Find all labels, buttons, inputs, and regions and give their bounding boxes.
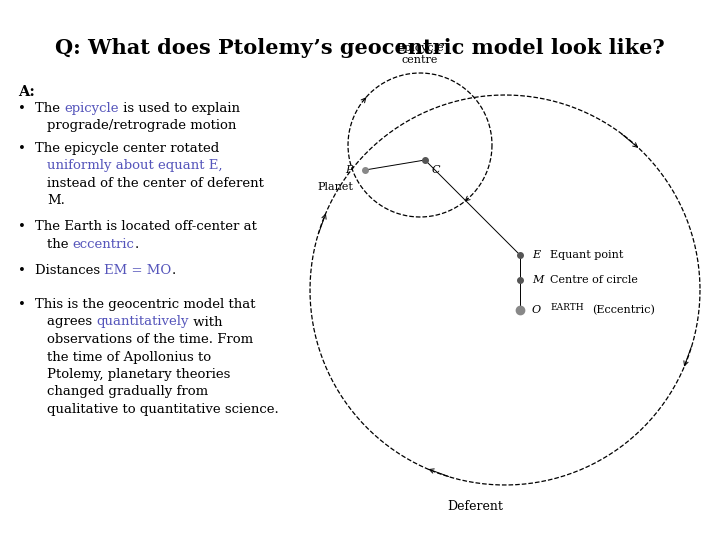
Text: E: E <box>532 250 540 260</box>
Text: Equant point: Equant point <box>550 250 624 260</box>
Text: uniformly about equant E,: uniformly about equant E, <box>47 159 222 172</box>
Text: Planet: Planet <box>317 182 353 192</box>
Text: •: • <box>18 298 26 311</box>
Text: Deferent: Deferent <box>447 500 503 513</box>
Text: A:: A: <box>18 85 35 99</box>
Text: agrees: agrees <box>47 315 96 328</box>
Text: •: • <box>18 142 26 155</box>
Text: .: . <box>135 238 139 251</box>
Text: with: with <box>189 315 222 328</box>
Text: epicycle: epicycle <box>64 102 119 115</box>
Text: M: M <box>532 275 544 285</box>
Text: observations of the time. From: observations of the time. From <box>47 333 253 346</box>
Text: qualitative to quantitative science.: qualitative to quantitative science. <box>47 403 279 416</box>
Text: is used to explain: is used to explain <box>119 102 240 115</box>
Text: M.: M. <box>47 194 65 207</box>
Text: The Earth is located off-center at: The Earth is located off-center at <box>35 220 257 233</box>
Text: C: C <box>432 165 441 175</box>
Text: •: • <box>18 264 26 277</box>
Text: (Eccentric): (Eccentric) <box>592 305 655 315</box>
Text: EARTH: EARTH <box>550 303 584 313</box>
Text: quantitatively: quantitatively <box>96 315 189 328</box>
Text: The: The <box>35 102 64 115</box>
Text: EM = MO: EM = MO <box>104 264 171 277</box>
Text: •: • <box>18 102 26 115</box>
Text: P: P <box>346 165 353 175</box>
Text: eccentric: eccentric <box>73 238 135 251</box>
Text: instead of the center of deferent: instead of the center of deferent <box>47 177 264 190</box>
Text: prograde/retrograde motion: prograde/retrograde motion <box>47 119 236 132</box>
Text: the: the <box>47 238 73 251</box>
Text: Distances: Distances <box>35 264 104 277</box>
Text: changed gradually from: changed gradually from <box>47 386 208 399</box>
Text: Ptolemy, planetary theories: Ptolemy, planetary theories <box>47 368 230 381</box>
Text: .: . <box>171 264 176 277</box>
Text: •: • <box>18 220 26 233</box>
Text: The epicycle center rotated: The epicycle center rotated <box>35 142 220 155</box>
Text: O: O <box>532 305 541 315</box>
Text: This is the geocentric model that: This is the geocentric model that <box>35 298 256 311</box>
Text: Centre of circle: Centre of circle <box>550 275 638 285</box>
Text: Q: What does Ptolemy’s geocentric model look like?: Q: What does Ptolemy’s geocentric model … <box>55 38 665 58</box>
Text: Epicycle
centre: Epicycle centre <box>396 43 444 65</box>
Text: the time of Apollonius to: the time of Apollonius to <box>47 350 211 363</box>
